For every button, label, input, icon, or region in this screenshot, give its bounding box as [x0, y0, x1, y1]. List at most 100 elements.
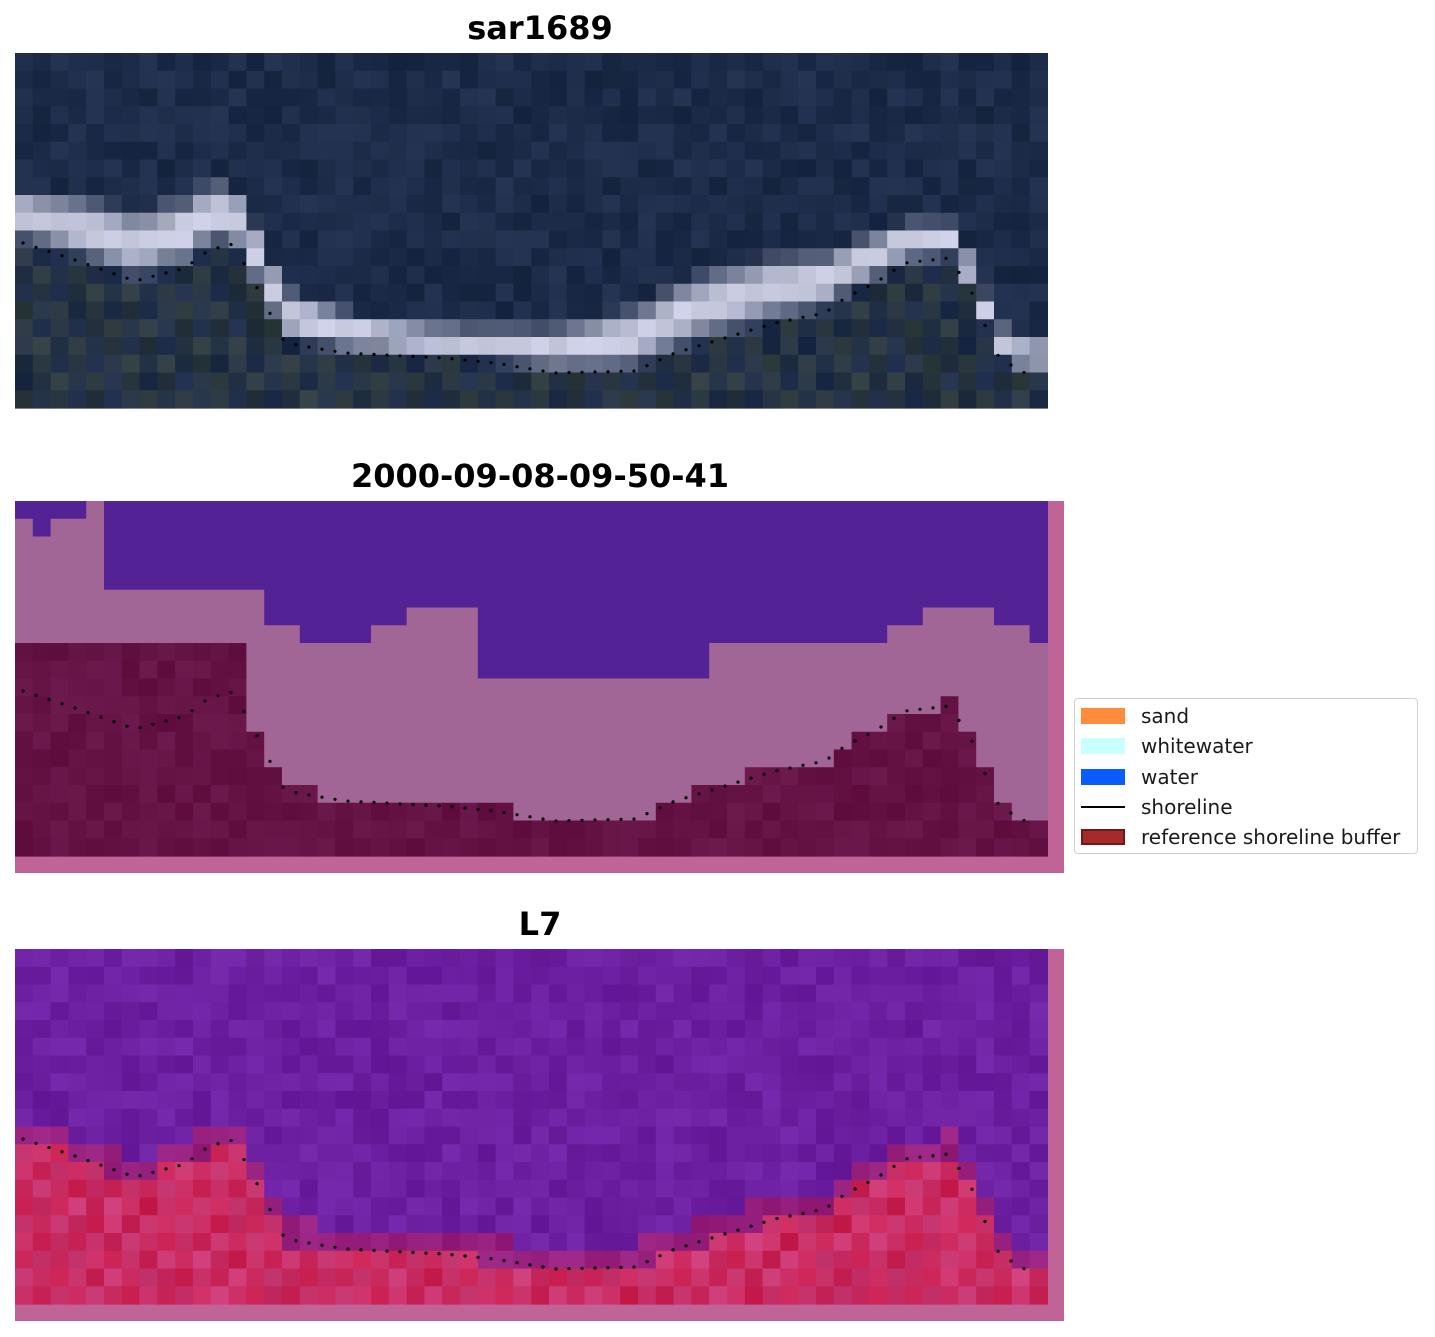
index-pixel [460, 1073, 479, 1092]
class-pixel [210, 678, 230, 697]
class-pixel [869, 802, 888, 822]
class-pixel [406, 554, 425, 573]
class-pixel [193, 820, 212, 839]
class-pixel [477, 572, 497, 591]
index-pixel [193, 949, 212, 968]
index-pixel [15, 1233, 34, 1252]
class-pixel [833, 767, 853, 786]
pixel [32, 106, 52, 125]
class-pixel [68, 785, 87, 804]
pixel [905, 266, 924, 285]
class-pixel [976, 607, 995, 626]
index-pixel [1011, 1215, 1031, 1234]
index-pixel [139, 1037, 158, 1057]
index-pixel [976, 1215, 995, 1234]
class-pixel [86, 820, 105, 839]
index-pixel [584, 1002, 603, 1021]
class-pixel [584, 838, 603, 857]
class-pixel [691, 785, 710, 804]
class-pixel [50, 643, 69, 662]
class-pixel [549, 536, 568, 555]
index-pixel [15, 949, 34, 968]
pixel [424, 88, 443, 107]
pixel [744, 177, 764, 196]
index-pixel [691, 1215, 710, 1234]
pixel [566, 106, 586, 125]
pixel [976, 70, 995, 90]
index-pixel [566, 966, 586, 986]
index-pixel [424, 949, 443, 968]
pixel [477, 372, 497, 391]
class-pixel [264, 625, 283, 644]
class-pixel [851, 802, 870, 822]
class-pixel [15, 714, 34, 733]
index-pixel [851, 1037, 870, 1057]
index-pixel [513, 1162, 532, 1181]
index-pixel [762, 1002, 781, 1021]
class-pixel [175, 572, 194, 591]
class-pixel [994, 678, 1013, 697]
pixel [727, 53, 746, 72]
class-pixel [976, 678, 995, 697]
pixel [655, 319, 675, 338]
index-pixel [371, 1002, 390, 1021]
class-pixel [549, 554, 568, 573]
pixel [68, 212, 87, 232]
index-pixel [335, 1055, 354, 1074]
pixel [246, 53, 265, 72]
pixel [602, 212, 621, 232]
class-pixel [833, 572, 853, 591]
index-pixel [851, 1162, 870, 1181]
pixel [157, 283, 176, 303]
index-pixel [477, 1126, 497, 1145]
class-pixel [833, 589, 853, 609]
pixel [157, 301, 176, 320]
class-pixel [139, 572, 158, 591]
class-pixel [691, 767, 710, 786]
class-pixel [869, 536, 888, 555]
pixel [958, 159, 977, 178]
index-pixel [798, 1197, 817, 1216]
class-pixel [691, 660, 710, 680]
pixel [887, 141, 906, 161]
pixel [157, 372, 176, 391]
class-pixel [940, 501, 959, 520]
index-pixel [1029, 1108, 1048, 1128]
pixel [905, 88, 924, 107]
index-pixel [193, 1091, 212, 1110]
class-pixel [68, 714, 87, 733]
index-pixel [922, 1144, 942, 1163]
index-pixel [424, 1162, 443, 1181]
class-pixel [620, 589, 639, 609]
pixel [566, 124, 586, 143]
index-pixel [851, 1091, 870, 1110]
pixel [424, 177, 443, 196]
index-pixel [264, 1233, 283, 1252]
index-pixel [246, 1162, 265, 1181]
class-pixel [762, 696, 781, 715]
pixel [210, 319, 230, 338]
class-pixel [762, 785, 781, 804]
index-pixel [816, 1268, 835, 1287]
index-pixel [388, 1215, 408, 1234]
class-pixel [335, 625, 354, 644]
class-pixel [68, 572, 87, 591]
index-pixel [406, 966, 425, 986]
index-pixel [406, 1037, 425, 1057]
class-pixel [1029, 607, 1048, 626]
class-pixel [905, 518, 924, 538]
index-pixel [940, 1020, 959, 1039]
class-pixel [175, 838, 194, 857]
class-pixel [175, 536, 194, 555]
index-pixel [406, 1020, 425, 1039]
index-pixel [976, 1055, 995, 1074]
index-pixel [994, 1286, 1013, 1305]
class-pixel [335, 501, 354, 520]
pixel [566, 212, 586, 232]
index-pixel [460, 1002, 479, 1021]
class-pixel [210, 660, 230, 680]
class-pixel [86, 660, 105, 680]
pixel [673, 283, 692, 303]
class-pixel [1029, 625, 1048, 644]
pixel [940, 177, 959, 196]
